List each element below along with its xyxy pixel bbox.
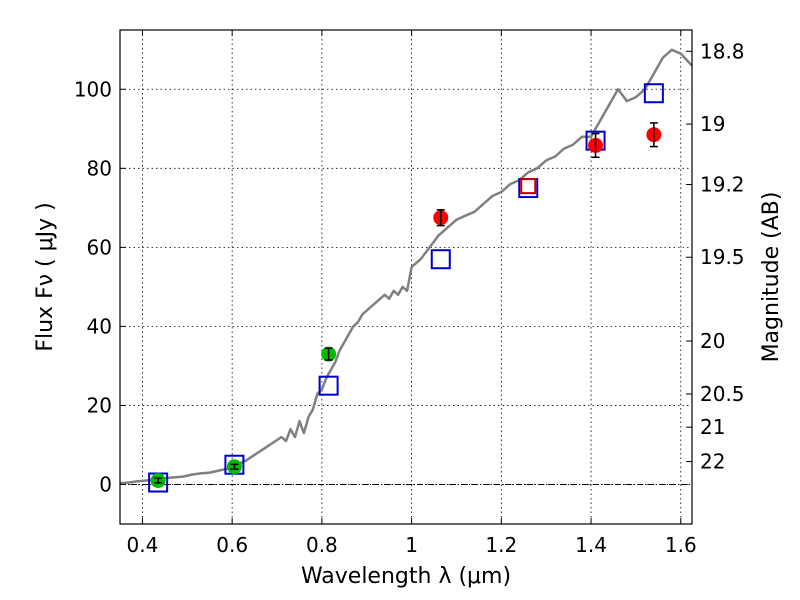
y2-tick-label: 20	[700, 329, 725, 353]
y2-tick-label: 22	[700, 450, 725, 474]
y-tick-label: 40	[87, 314, 112, 338]
y2-tick-label: 21	[700, 415, 725, 439]
x-tick-label: 1.2	[485, 533, 517, 557]
x-tick-label: 0.6	[216, 533, 248, 557]
y-tick-label: 80	[87, 156, 112, 180]
model-flux-square	[430, 249, 451, 270]
x-tick-label: 1.4	[575, 533, 607, 557]
y-tick-label: 60	[87, 235, 112, 259]
plot-frame	[119, 29, 693, 525]
y2-tick-label: 19	[700, 112, 725, 136]
y2-tick-label: 20.5	[700, 382, 745, 406]
model-spectrum-line	[119, 48, 693, 485]
series-layer	[119, 48, 693, 493]
y-tick-label: 20	[87, 393, 112, 417]
ticks-layer: 0.4 0.6 0.8 1 1.2 1.4 1.6 0 20 40 60 80 100 18.8 19 19.…	[74, 30, 745, 557]
y-tick-label: 100	[74, 77, 112, 101]
y2-tick-label: 19.5	[700, 245, 745, 269]
model-flux-square	[318, 375, 339, 396]
x-axis-label: Wavelength λ (μm)	[301, 564, 511, 589]
y-tick-label: 0	[99, 472, 112, 496]
y2-tick-label: 18.8	[700, 39, 745, 63]
y2-tick-label: 19.2	[700, 173, 745, 197]
x-tick-label: 0.4	[127, 533, 159, 557]
x-tick-label: 1	[405, 533, 418, 557]
y-axis-label: Flux Fν ( μJy )	[33, 202, 58, 351]
x-tick-label: 1.6	[665, 533, 697, 557]
y2-axis-label: Magnitude (AB)	[759, 192, 784, 363]
grid-layer	[120, 30, 692, 524]
model-flux-square	[643, 83, 664, 104]
x-tick-label: 0.8	[306, 533, 338, 557]
model-flux-square	[520, 178, 537, 195]
